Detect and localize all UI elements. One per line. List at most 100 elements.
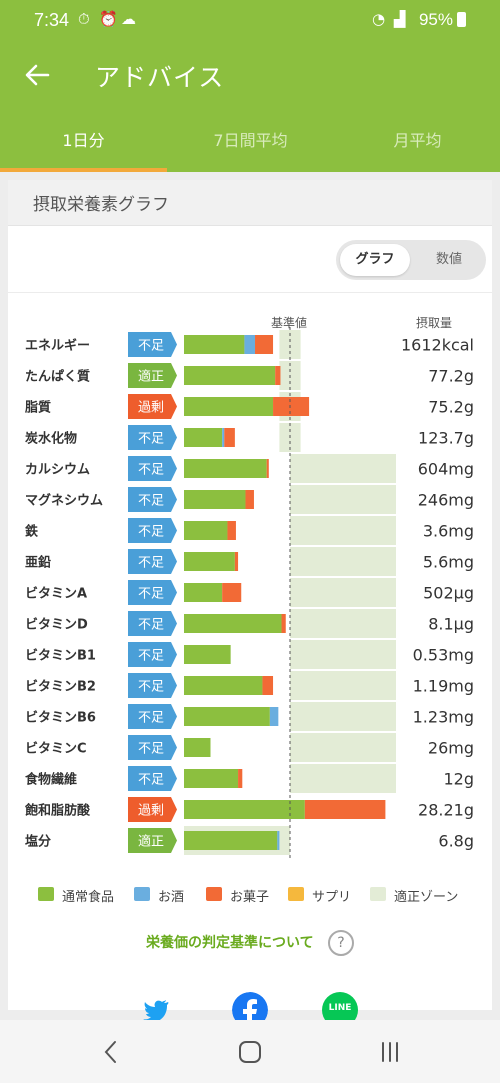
tab-monthly-average[interactable]: 月平均 xyxy=(393,131,442,150)
bar-お菓子 xyxy=(273,397,310,416)
bar-通常食品 xyxy=(184,552,235,571)
zone-13 xyxy=(290,733,396,762)
wifi-icon: ◔ xyxy=(372,10,386,28)
status-badge xyxy=(128,611,177,636)
status-badge-label: 不足 xyxy=(138,773,164,788)
zone-14 xyxy=(290,764,396,793)
legend-swatch-supplement xyxy=(288,887,304,901)
tab-7day-average[interactable]: 7日間平均 xyxy=(213,131,288,150)
bar-お菓子 xyxy=(304,800,386,819)
status-badge-label: 不足 xyxy=(138,494,164,509)
bar-通常食品 xyxy=(184,831,278,850)
status-badge xyxy=(128,394,177,419)
app-bar: アドバイス xyxy=(0,40,500,110)
nutrient-name: ビタミンB6 xyxy=(25,710,96,726)
bar-お酒 xyxy=(222,428,225,447)
bar-通常食品 xyxy=(184,614,282,633)
nutrient-name: ビタミンC xyxy=(25,741,87,757)
nutrient-name: 食物繊維 xyxy=(25,772,77,788)
zone-10 xyxy=(290,640,396,669)
nutrient-panel: 摂取栄養素グラフ グラフ 数値 基準値 摂取量 エネルギー 不足 1612kcal た… xyxy=(8,180,492,1028)
battery-level: 95% xyxy=(419,10,466,30)
nutrient-name: 亜鉛 xyxy=(25,555,51,571)
alarm-icon: ⏰ xyxy=(99,10,118,28)
nutrient-name: 塩分 xyxy=(25,834,51,850)
bar-通常食品 xyxy=(184,769,239,788)
intake-value: 123.7g xyxy=(418,429,474,448)
twitter-icon[interactable] xyxy=(138,992,174,1028)
status-badge-label: 不足 xyxy=(138,618,164,633)
toggle-graph[interactable]: グラフ xyxy=(340,244,410,276)
facebook-icon[interactable] xyxy=(232,992,268,1028)
status-badge-label: 不足 xyxy=(138,339,164,354)
nutrient-name: 飽和脂肪酸 xyxy=(24,803,91,819)
bar-通常食品 xyxy=(184,490,246,509)
status-badge-label: 不足 xyxy=(138,680,164,695)
status-badge-label: 不足 xyxy=(138,432,164,447)
bar-お酒 xyxy=(277,831,280,850)
intake-value: 0.53mg xyxy=(413,646,474,665)
bar-お菓子 xyxy=(222,583,242,602)
status-badge-label: 不足 xyxy=(138,463,164,478)
nutrient-name: ビタミンA xyxy=(25,586,87,602)
intake-value: 1.23mg xyxy=(413,708,474,727)
intake-value: 502μg xyxy=(423,584,474,603)
nav-back-icon[interactable] xyxy=(96,1038,126,1066)
bar-お菓子 xyxy=(275,366,281,385)
status-badge-label: 適正 xyxy=(138,834,164,850)
bar-通常食品 xyxy=(184,335,245,354)
status-badge-label: 不足 xyxy=(138,711,164,726)
status-badge xyxy=(128,735,177,760)
nutrient-name: 脂質 xyxy=(24,400,51,416)
battery-icon xyxy=(457,12,466,27)
tab-daily[interactable]: 1日分 xyxy=(0,110,167,172)
zone-8 xyxy=(290,578,396,607)
bar-通常食品 xyxy=(184,366,276,385)
status-badge xyxy=(128,704,177,729)
nutrient-name: エネルギー xyxy=(25,338,90,354)
status-badge-label: 不足 xyxy=(138,556,164,571)
help-icon[interactable]: ? xyxy=(328,930,354,956)
status-badge xyxy=(128,580,177,605)
page-title: アドバイス xyxy=(95,63,225,92)
zone-9 xyxy=(290,609,396,638)
intake-column-header: 摂取量 xyxy=(416,316,453,330)
panel-header: 摂取栄養素グラフ xyxy=(8,180,492,226)
line-label: LINE xyxy=(328,1003,352,1013)
bar-通常食品 xyxy=(184,428,223,447)
status-badge xyxy=(128,549,177,574)
toggle-numeric[interactable]: 数値 xyxy=(435,252,462,267)
zone-4 xyxy=(290,454,396,483)
bar-通常食品 xyxy=(184,583,223,602)
nav-recents-icon[interactable] xyxy=(375,1038,405,1066)
bar-お菓子 xyxy=(266,459,269,478)
zone-11 xyxy=(290,671,396,700)
intake-value: 8.1μg xyxy=(428,615,474,634)
nav-home-icon[interactable] xyxy=(235,1038,265,1066)
legend-swatch-zone xyxy=(370,887,386,901)
zone-5 xyxy=(290,485,396,514)
bar-お菓子 xyxy=(234,552,239,571)
status-badge xyxy=(128,518,177,543)
bar-通常食品 xyxy=(184,397,274,416)
zone-12 xyxy=(290,702,396,731)
period-tabs: 1日分 7日間平均 月平均 xyxy=(0,110,500,172)
status-badge-label: 適正 xyxy=(138,369,164,385)
criteria-link[interactable]: 栄養価の判定基準について xyxy=(146,935,314,951)
nutrient-name: マグネシウム xyxy=(25,493,103,509)
intake-value: 5.6mg xyxy=(423,553,474,572)
bar-通常食品 xyxy=(184,459,267,478)
status-badge xyxy=(128,487,177,512)
bar-お菓子 xyxy=(255,335,274,354)
legend-swatch-alcohol xyxy=(134,887,150,901)
intake-value: 77.2g xyxy=(428,367,474,386)
status-badge xyxy=(128,673,177,698)
intake-value: 604mg xyxy=(418,460,474,479)
nutrient-name: たんぱく質 xyxy=(25,369,90,385)
status-badge-label: 不足 xyxy=(138,742,164,757)
bar-お菓子 xyxy=(281,614,286,633)
view-toggle: グラフ 数値 xyxy=(336,240,486,280)
signal-icon: ▟ xyxy=(394,10,406,28)
back-arrow-icon[interactable] xyxy=(22,60,52,90)
